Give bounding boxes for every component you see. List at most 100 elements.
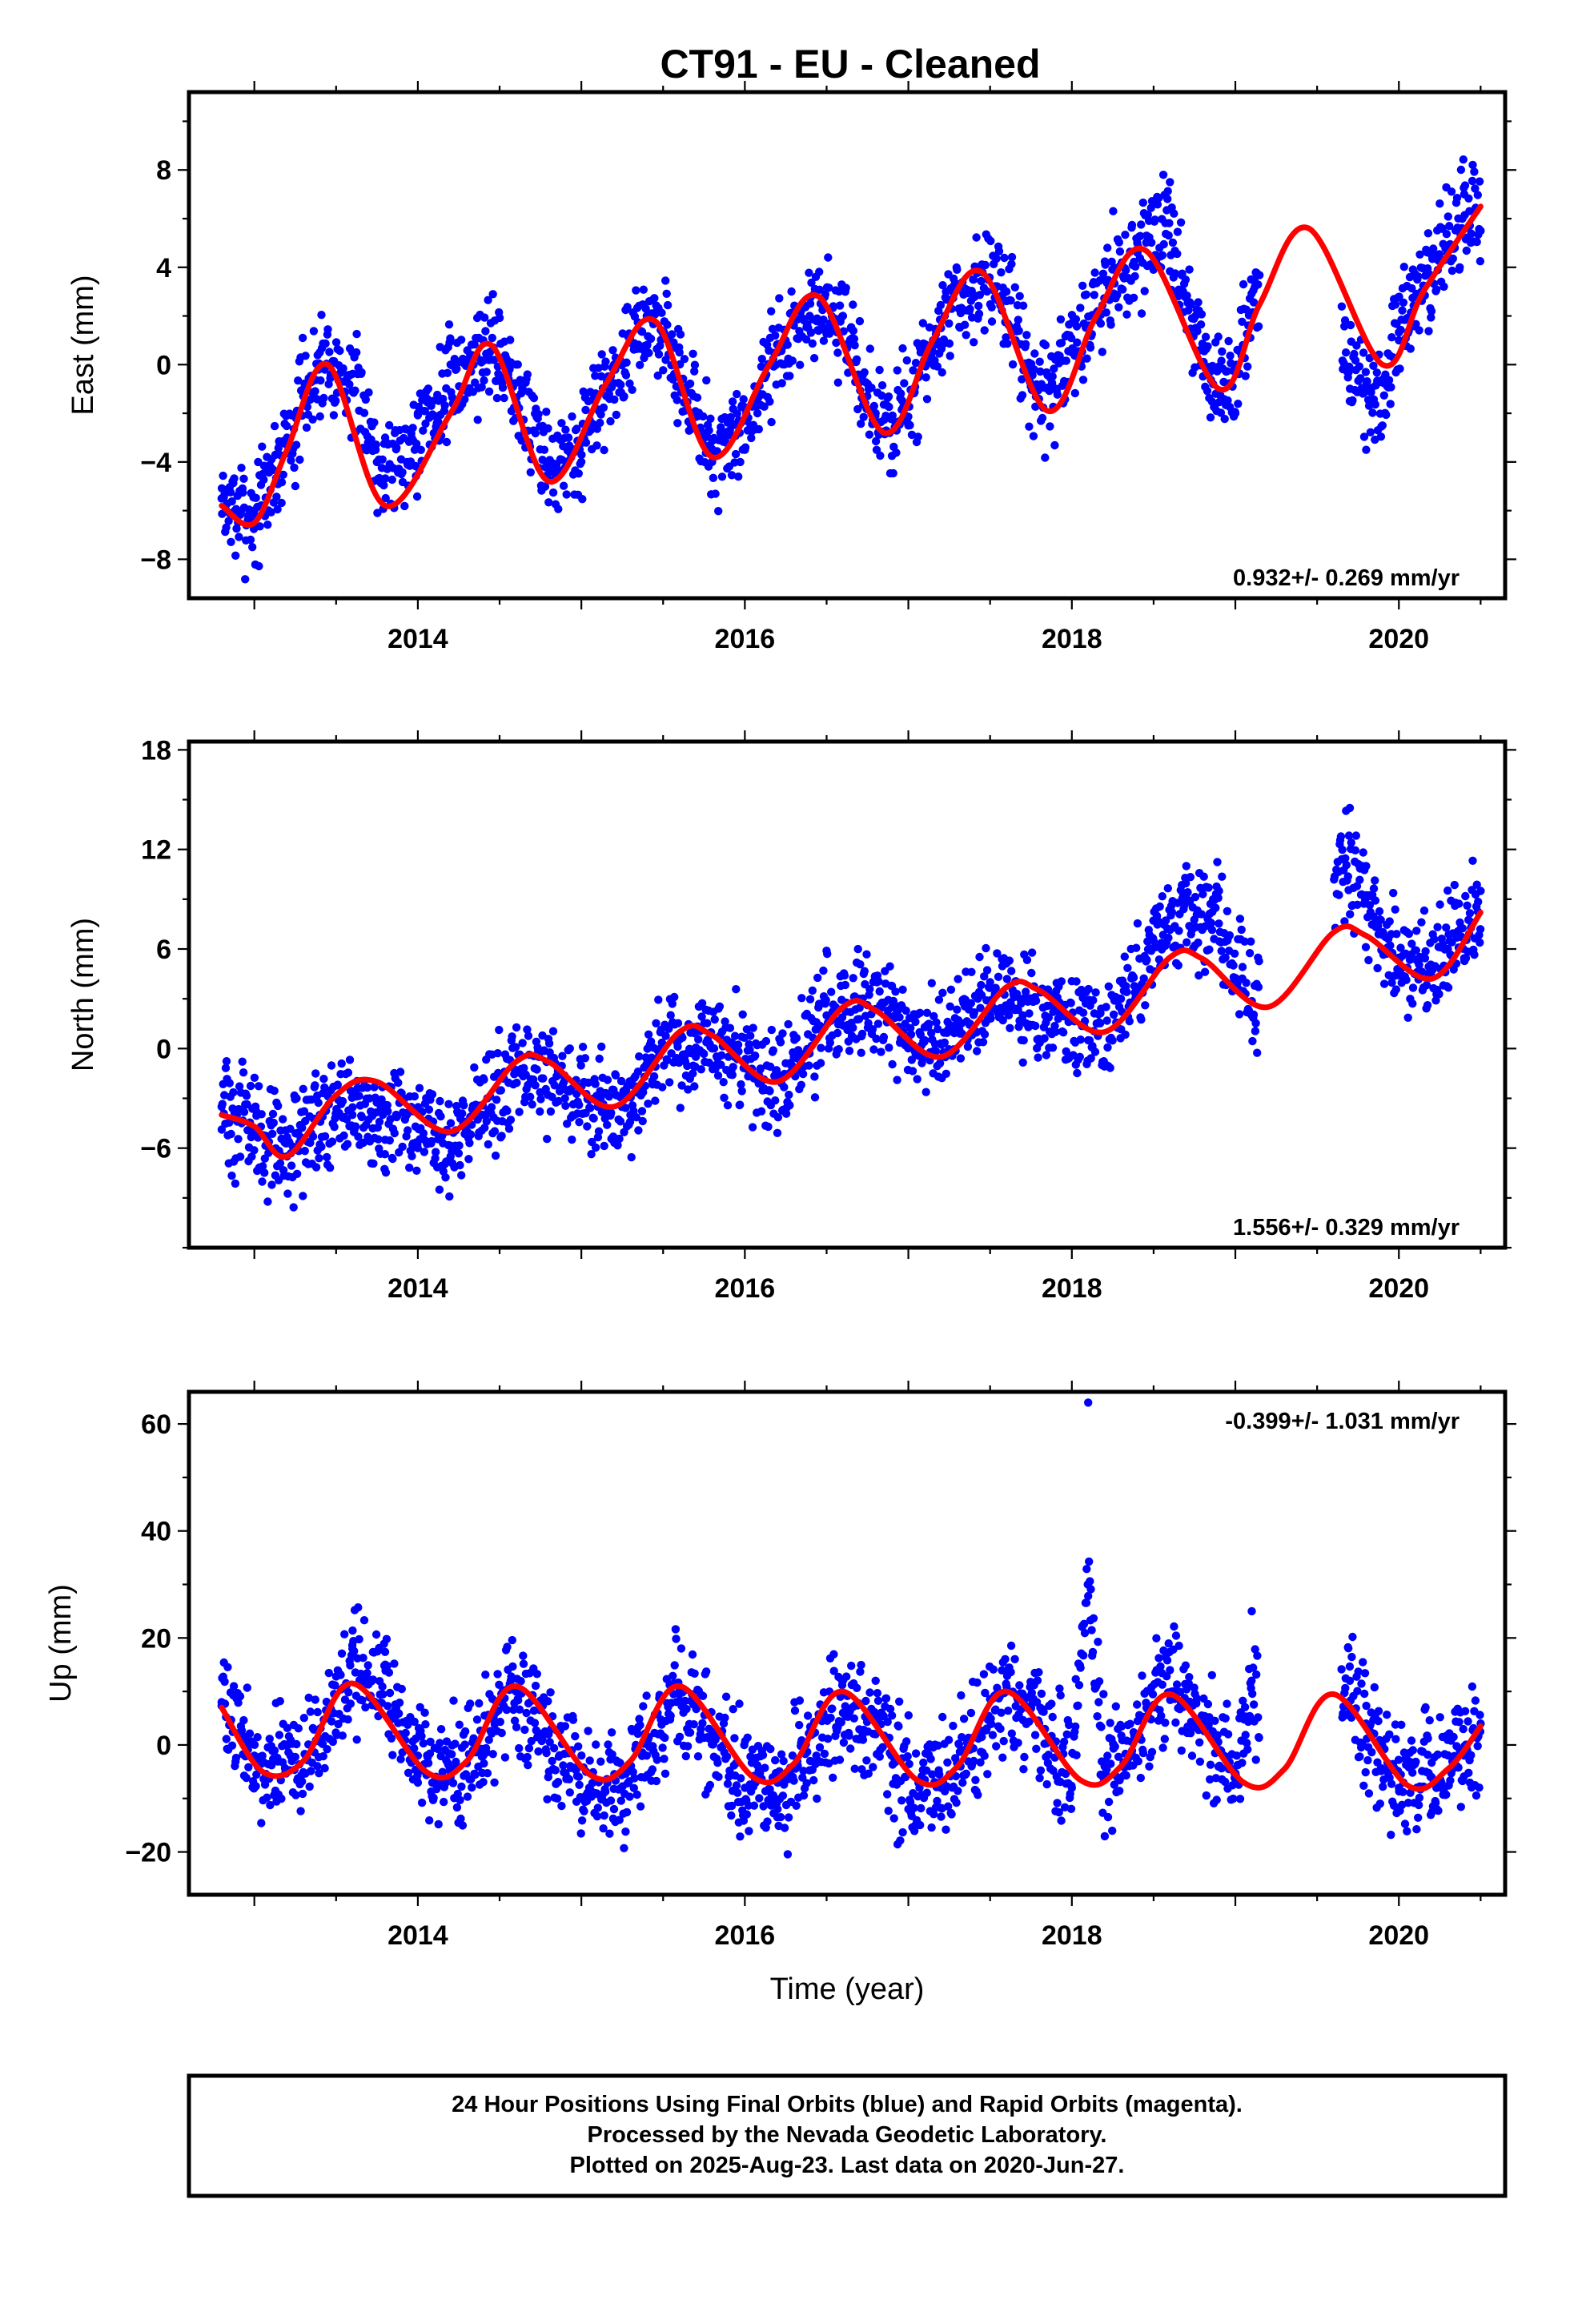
data-point <box>869 401 879 411</box>
data-point <box>1196 320 1206 329</box>
data-point <box>1377 422 1386 431</box>
data-point <box>1182 292 1191 300</box>
data-point <box>531 1081 540 1090</box>
data-point <box>665 1024 673 1033</box>
data-point <box>1136 231 1145 240</box>
data-point <box>395 1699 404 1707</box>
data-point <box>231 551 240 560</box>
data-point <box>1201 332 1211 341</box>
data-point <box>784 1019 793 1029</box>
data-point <box>227 1171 236 1180</box>
data-point <box>1427 307 1436 316</box>
data-point <box>1341 854 1350 863</box>
data-point <box>1094 1698 1103 1707</box>
data-point <box>483 1769 492 1778</box>
data-point <box>987 317 997 326</box>
data-point <box>460 1101 468 1110</box>
data-point <box>670 992 679 1002</box>
data-point <box>554 505 563 513</box>
data-point <box>1113 291 1122 300</box>
data-point <box>583 1122 592 1131</box>
data-point <box>917 1803 926 1813</box>
data-point <box>697 1012 706 1021</box>
data-point <box>763 1817 772 1826</box>
data-point <box>723 1779 733 1788</box>
data-point <box>717 1060 725 1069</box>
data-point <box>524 1760 532 1770</box>
data-point <box>375 1117 384 1127</box>
data-point <box>416 1703 424 1711</box>
data-point <box>627 1152 636 1162</box>
data-point <box>298 1789 307 1799</box>
data-point <box>862 950 871 959</box>
data-point <box>424 1759 433 1767</box>
data-point <box>705 426 713 435</box>
data-point <box>273 505 282 514</box>
data-point <box>575 1780 584 1789</box>
data-point <box>820 1749 829 1759</box>
data-point <box>435 1185 444 1194</box>
data-point <box>1130 271 1139 281</box>
data-point <box>358 1696 367 1705</box>
data-point <box>928 1770 937 1779</box>
data-point <box>1411 320 1420 328</box>
data-point <box>1003 340 1012 348</box>
data-point <box>1408 999 1417 1008</box>
data-point <box>1456 165 1466 175</box>
data-point <box>1220 414 1229 424</box>
data-point <box>455 1141 464 1150</box>
data-point <box>1355 362 1364 371</box>
data-point <box>963 1042 973 1051</box>
data-point <box>1050 364 1058 373</box>
data-point <box>397 1684 406 1694</box>
data-point <box>309 327 319 336</box>
data-point <box>542 408 551 416</box>
data-point <box>584 1078 592 1088</box>
data-point <box>922 1008 932 1018</box>
data-point <box>581 405 590 415</box>
data-point <box>610 395 619 404</box>
data-point <box>960 320 970 329</box>
data-point <box>933 362 942 371</box>
data-point <box>559 1761 568 1770</box>
data-point <box>394 1078 403 1088</box>
data-point <box>615 1134 624 1144</box>
data-point <box>553 1778 563 1787</box>
data-point <box>1195 971 1203 980</box>
data-point <box>1089 1614 1098 1623</box>
data-point <box>896 1836 905 1845</box>
data-point <box>867 384 876 392</box>
data-point <box>1141 1001 1150 1010</box>
data-point <box>1174 927 1183 935</box>
data-point <box>539 1074 548 1083</box>
data-point <box>1114 994 1123 1003</box>
data-point <box>439 394 448 404</box>
data-point <box>949 1721 958 1731</box>
data-point <box>1033 1676 1042 1685</box>
data-point <box>805 995 815 1004</box>
data-point <box>601 1787 610 1796</box>
data-point <box>1435 250 1443 259</box>
data-point <box>889 1814 898 1823</box>
data-point <box>1346 910 1355 919</box>
data-point <box>1182 862 1191 870</box>
y-tick-label: 0 <box>156 1034 171 1064</box>
data-point <box>856 960 865 969</box>
data-point <box>362 446 371 455</box>
data-point <box>460 1740 469 1749</box>
data-point <box>805 1061 813 1070</box>
data-point <box>465 1139 474 1148</box>
data-point <box>1103 1043 1112 1052</box>
data-point <box>1055 1684 1064 1693</box>
data-point <box>396 1068 405 1076</box>
data-point <box>1137 309 1146 318</box>
data-point <box>922 395 932 404</box>
data-point <box>222 1735 231 1743</box>
data-point <box>267 508 275 517</box>
data-point <box>1240 937 1249 946</box>
data-point <box>1254 280 1263 289</box>
data-point <box>1218 872 1227 881</box>
data-point <box>337 1059 346 1068</box>
data-point <box>1079 1651 1088 1660</box>
data-point <box>270 421 279 431</box>
